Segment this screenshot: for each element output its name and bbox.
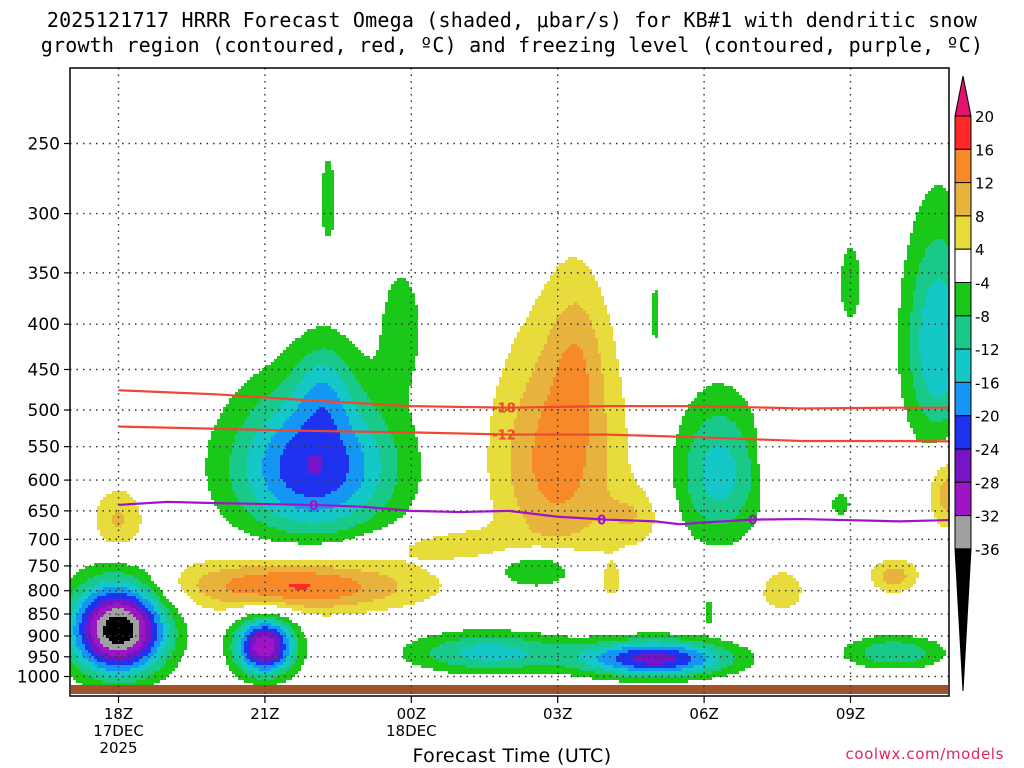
y-tick-label: 700	[28, 530, 60, 550]
colorbar-bottom-arrow	[954, 548, 972, 692]
colorbar-label: -8	[975, 308, 990, 326]
contour-label: 0	[597, 513, 606, 528]
omega-shade-region	[112, 302, 949, 608]
x-tick-sublabel: 17DEC	[93, 722, 144, 740]
colorbar-swatch	[954, 415, 972, 450]
omega-shade-region	[91, 602, 274, 656]
y-tick-label: 800	[28, 582, 60, 602]
x-tick-sublabel: 2025	[99, 739, 137, 757]
colorbar-swatch	[954, 182, 972, 217]
contour-line	[118, 389, 949, 410]
x-tick-label: 21Z	[250, 705, 279, 723]
omega-shade-region	[85, 455, 676, 665]
y-tick-label: 1000	[17, 668, 60, 688]
y-tick-label: 400	[28, 315, 60, 335]
omega-shading	[70, 161, 949, 692]
colorbar-swatch	[954, 148, 972, 184]
omega-shade-region	[97, 608, 139, 650]
colorbar-swatch	[954, 115, 972, 150]
omega-shade-region	[97, 257, 949, 617]
y-tick-label: 650	[28, 502, 60, 522]
chart-title-line2: growth region (contoured, red, ºC) and f…	[40, 33, 984, 57]
chart-grid	[70, 68, 949, 696]
colorbar-label: 4	[975, 241, 985, 259]
credit-link[interactable]: coolwx.com/models	[845, 745, 1004, 763]
y-tick-label: 850	[28, 605, 60, 625]
y-tick-label: 250	[28, 135, 60, 155]
y-tick-label: 900	[28, 627, 60, 647]
colorbar-label: -4	[975, 275, 990, 293]
x-axis-title: Forecast Time (UTC)	[412, 745, 612, 767]
ground-surface-bar	[71, 685, 948, 694]
colorbar-label: -20	[975, 408, 1000, 426]
colorbar-swatch	[954, 282, 972, 317]
temperature-contours: -18 -12 0 0 0	[118, 389, 949, 529]
colorbar-label: -12	[975, 341, 1000, 359]
x-tick-label: 18Z	[104, 705, 133, 723]
plot-frame	[69, 67, 950, 697]
contour-line	[118, 500, 949, 526]
chart-title-line1: 2025121717 HRRR Forecast Omega (shaded, …	[46, 8, 978, 32]
ground-bar	[71, 685, 948, 694]
x-tick-label: 03Z	[543, 705, 572, 723]
colorbar-label: -36	[975, 541, 1000, 559]
x-tick-sublabel: 18DEC	[386, 722, 437, 740]
colorbar-swatch	[954, 215, 972, 250]
colorbar-label: 16	[975, 141, 994, 159]
colorbar-top-arrow	[954, 75, 972, 117]
colorbar-swatch	[954, 381, 972, 417]
colorbar-swatch	[954, 348, 972, 383]
contour-line	[118, 425, 949, 443]
colorbar-label: -16	[975, 374, 1000, 392]
omega-shade-region	[103, 617, 133, 644]
y-tick-label: 450	[28, 360, 60, 380]
contour-label: -18	[492, 402, 516, 417]
colorbar-label: 20	[975, 108, 994, 126]
colorbar-swatch	[954, 481, 972, 517]
omega-shade-region	[70, 239, 949, 683]
colorbar-swatch	[954, 448, 972, 483]
y-axis-pressure: 2503003504004505005506006507007508008509…	[17, 135, 70, 688]
omega-shade-region	[289, 584, 310, 590]
colorbar-label: 8	[975, 208, 985, 226]
y-tick-label: 950	[28, 648, 60, 668]
contour-label: 0	[748, 514, 757, 529]
x-tick-label: 00Z	[397, 705, 426, 723]
colorbar-label: 12	[975, 175, 994, 193]
y-tick-label: 550	[28, 438, 60, 458]
colorbar-swatch	[954, 515, 972, 550]
y-tick-label: 600	[28, 471, 60, 491]
y-tick-label: 500	[28, 401, 60, 421]
colorbar-label: -24	[975, 441, 1000, 459]
colorbar-swatch	[954, 248, 972, 283]
x-tick-label: 06Z	[689, 705, 718, 723]
colorbar-legend: 20 16 12 8 4 -4 -8 -12 -16 -20 -24 -28 -32 -36	[954, 75, 1000, 692]
colorbar-label: -32	[975, 508, 1000, 526]
x-tick-label: 09Z	[836, 705, 865, 723]
y-tick-label: 350	[28, 264, 60, 284]
y-tick-label: 300	[28, 205, 60, 225]
y-tick-label: 750	[28, 557, 60, 577]
colorbar-swatch	[954, 315, 972, 350]
contour-label: -12	[492, 428, 516, 443]
colorbar-label: -28	[975, 474, 1000, 492]
contour-label: 0	[309, 499, 318, 514]
